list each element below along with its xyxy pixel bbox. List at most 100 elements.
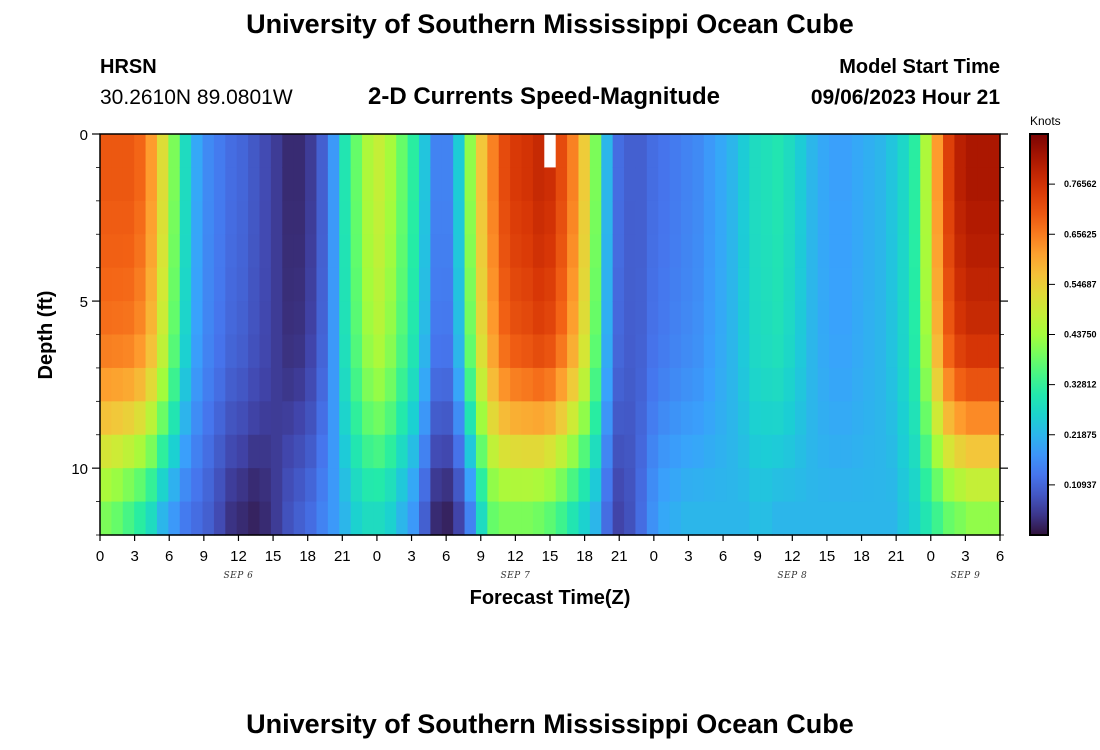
heatmap-cell: [681, 200, 693, 235]
heatmap-cell: [635, 434, 648, 469]
heatmap-cell: [863, 334, 876, 369]
heatmap-cell: [977, 200, 990, 235]
heatmap-cell: [305, 301, 318, 336]
heatmap-cell: [145, 167, 158, 202]
heatmap-cell: [339, 267, 352, 302]
heatmap-cell: [305, 401, 318, 436]
heatmap-cell: [977, 334, 990, 369]
heatmap-cell: [373, 334, 386, 369]
heatmap-cell: [897, 267, 910, 302]
heatmap-cell: [943, 367, 956, 402]
heatmap-cell: [407, 401, 420, 436]
heatmap-cell: [806, 334, 819, 369]
heatmap-cell: [122, 367, 135, 402]
heatmap-cell: [669, 468, 682, 503]
heatmap-cell: [601, 401, 614, 436]
heatmap-cell: [931, 434, 944, 469]
heatmap-cell: [248, 200, 261, 235]
heatmap-cell: [282, 301, 295, 336]
heatmap-cell: [362, 134, 375, 169]
heatmap-cell: [681, 267, 693, 302]
heatmap-cell: [578, 334, 591, 369]
heatmap-cell: [703, 234, 716, 269]
heatmap-cell: [293, 501, 306, 536]
heatmap-cell: [567, 167, 580, 202]
heatmap-cell: [168, 468, 181, 503]
heatmap-cell: [737, 501, 750, 536]
heatmap-cell: [589, 434, 602, 469]
heatmap-cell: [236, 167, 249, 202]
heatmap-cell: [362, 501, 375, 536]
heatmap-cell: [339, 401, 352, 436]
heatmap-cell: [544, 167, 557, 202]
heatmap-cell: [908, 200, 921, 235]
heatmap-cell: [601, 301, 614, 336]
heatmap-cell: [111, 301, 124, 336]
heatmap-cell: [760, 267, 773, 302]
heatmap-cell: [441, 267, 454, 302]
heatmap-cell: [407, 468, 420, 503]
heatmap-cell: [259, 401, 272, 436]
heatmap-cell: [350, 301, 363, 336]
heatmap-cell: [794, 501, 807, 536]
heatmap-cell: [635, 267, 648, 302]
heatmap-cell: [430, 200, 443, 235]
heatmap-cell: [863, 267, 876, 302]
heatmap-cell: [578, 501, 591, 536]
heatmap-cell: [578, 367, 591, 402]
heatmap-cell: [669, 401, 682, 436]
heatmap-cell: [669, 301, 682, 336]
heatmap-cell: [977, 501, 990, 536]
heatmap-cell: [510, 200, 523, 235]
heatmap-cell: [851, 234, 864, 269]
heatmap-cell: [783, 334, 796, 369]
heatmap-cell: [498, 200, 511, 235]
heatmap-cell: [305, 234, 318, 269]
heatmap-cell: [134, 401, 147, 436]
heatmap-cell: [772, 334, 785, 369]
y-tick-label: 10: [71, 461, 88, 478]
heatmap-cell: [851, 468, 864, 503]
heatmap-cell: [475, 367, 488, 402]
heatmap-cell: [407, 200, 420, 235]
heatmap-cell: [213, 434, 226, 469]
heatmap-cell: [145, 434, 158, 469]
heatmap-cell: [179, 501, 192, 536]
heatmap-cell: [248, 301, 261, 336]
heatmap-cell: [350, 434, 363, 469]
heatmap-cell: [544, 434, 557, 469]
heatmap-cell: [692, 301, 705, 336]
heatmap-cell: [384, 501, 397, 536]
heatmap-cell: [920, 134, 933, 169]
heatmap-cell: [156, 200, 169, 235]
heatmap-cell: [806, 234, 819, 269]
heatmap-cell: [430, 267, 443, 302]
heatmap-cell: [259, 267, 272, 302]
colorbar-labels: 0.76562 0.65625 0.54687 0.43750 0.32812 0.218…: [1048, 179, 1097, 490]
heatmap-cell: [236, 501, 249, 536]
x-tick-label: 9: [200, 548, 208, 565]
heatmap-cell: [487, 200, 500, 235]
heatmap-cell: [555, 468, 568, 503]
heatmap-cell: [749, 267, 762, 302]
x-tick-label: 12: [784, 548, 801, 565]
colorbar-label: 0.65625: [1064, 229, 1097, 239]
heatmap-cell: [589, 367, 602, 402]
heatmap-cell: [703, 434, 716, 469]
heatmap-cell: [851, 301, 864, 336]
heatmap-cell: [954, 301, 967, 336]
heatmap-cell: [498, 468, 511, 503]
heatmap-cell: [931, 134, 944, 169]
heatmap-cell: [213, 501, 226, 536]
heatmap-cell: [396, 401, 409, 436]
heatmap-cell: [612, 200, 625, 235]
heatmap-cell: [418, 434, 431, 469]
x-tick-label: 15: [819, 548, 836, 565]
colorbar-label: 0.10937: [1064, 480, 1097, 490]
heatmap-cell: [988, 234, 1001, 269]
heatmap-cell: [293, 134, 306, 169]
heatmap-cell: [316, 501, 329, 536]
heatmap-cell: [749, 401, 762, 436]
heatmap-cell: [954, 334, 967, 369]
heatmap-cell: [510, 267, 523, 302]
